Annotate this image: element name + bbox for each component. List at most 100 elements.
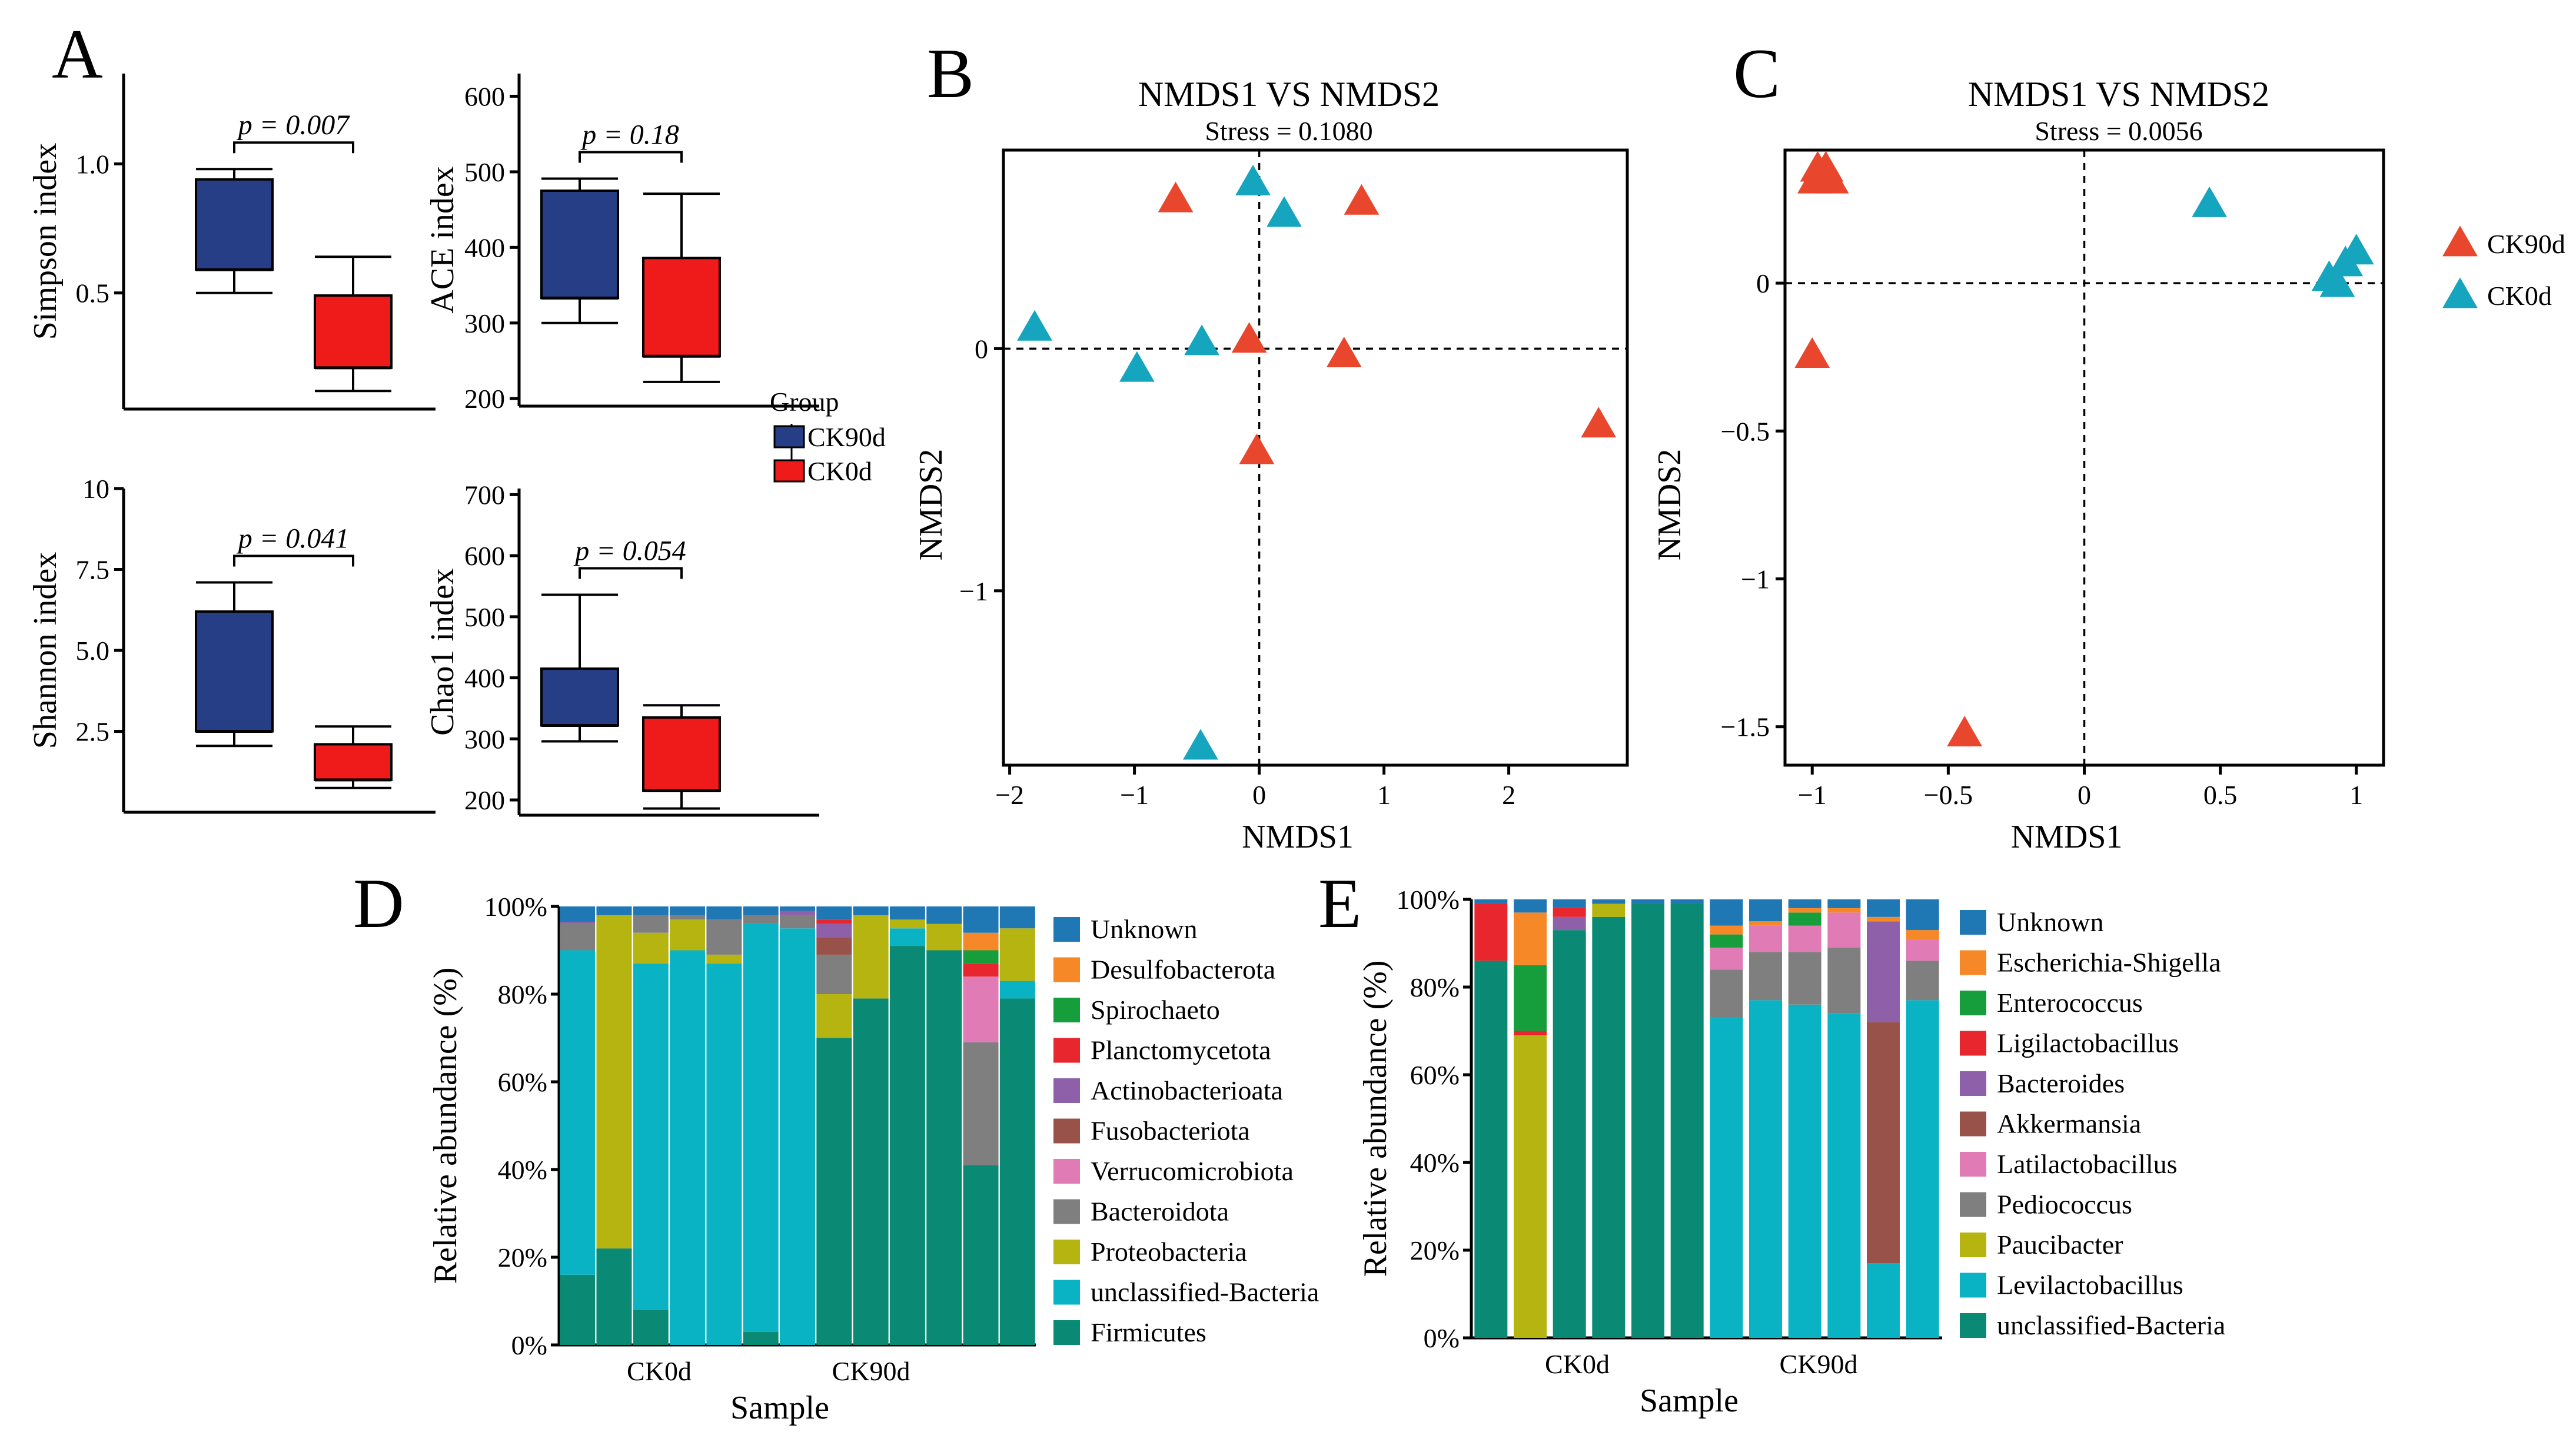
nmds_b-y-title: NMDS2 bbox=[913, 449, 949, 561]
ace-box-ck90d bbox=[540, 190, 619, 300]
shannon-y-title: Shannon index bbox=[27, 552, 64, 749]
nmds_b-x-title: NMDS1 bbox=[1242, 819, 1354, 855]
nmds_c-xtick-label: 1 bbox=[2349, 780, 2363, 810]
phylum-legend-label-planctomycetota: Planctomycetota bbox=[1091, 1035, 1271, 1065]
nmds_b-point-ck90d bbox=[1158, 181, 1194, 212]
ace-ytick-label: 400 bbox=[464, 232, 505, 263]
phylum-bar-4-bacteroidota bbox=[670, 915, 706, 920]
genus-bar-2-escherichia-shigella bbox=[1514, 912, 1547, 965]
phylum-bar-8-unknown bbox=[816, 906, 852, 920]
phylum-bar-8-firmicutes bbox=[816, 1038, 852, 1345]
genus-bar-8-pediococcus bbox=[1749, 952, 1782, 1001]
phylum-bar-3-proteobacteria bbox=[633, 932, 669, 964]
phylum-bar-1-unknown bbox=[560, 906, 596, 922]
phylum-legend-swatch-unclassified-bacteria bbox=[1053, 1280, 1080, 1305]
phylum-legend-swatch-firmicutes bbox=[1053, 1320, 1080, 1345]
genus-legend-label-escherichia-shigella: Escherichia-Shigella bbox=[1997, 948, 2221, 978]
shannon-bracket bbox=[233, 554, 354, 567]
phylum-legend-swatch-actinobacterioata bbox=[1053, 1078, 1080, 1103]
group-legend: Group CK90d CK0d bbox=[770, 387, 886, 486]
nmds_c-point-ck90d bbox=[1947, 716, 1982, 747]
phylum-bar-10-firmicutes bbox=[889, 946, 925, 1345]
phylum-legend-swatch-spirochaeto bbox=[1053, 998, 1080, 1022]
nmds_c-xtick-label: 0 bbox=[2078, 780, 2091, 810]
genus-ytick-label: 40% bbox=[1410, 1148, 1460, 1178]
phylum-x-title: Sample bbox=[730, 1390, 829, 1426]
genus-bar-12-unknown bbox=[1906, 899, 1939, 931]
chao1-pvalue: p = 0.054 bbox=[573, 536, 686, 567]
genus-bar-2-ligilactobacillus bbox=[1514, 1031, 1547, 1035]
phylum-bar-7-bacteroidota bbox=[780, 915, 815, 929]
group-legend-swatch-ck90d bbox=[773, 425, 805, 449]
phylum-legend-label-fusobacteriota: Fusobacteriota bbox=[1091, 1116, 1250, 1146]
phylum-bar-6-unclassified-bacteria bbox=[743, 924, 779, 1332]
genus-bar-11-levilactobacillus bbox=[1867, 1263, 1900, 1338]
nmds_b-ytick-label: 0 bbox=[975, 334, 988, 364]
genus-legend-swatch-escherichia-shigella bbox=[1960, 950, 1986, 975]
phylum-bar-9-proteobacteria bbox=[853, 915, 889, 999]
genus-ytick-label: 80% bbox=[1410, 972, 1460, 1002]
phylum-legend-label-desulfobacterota: Desulfobacterota bbox=[1091, 955, 1275, 985]
genus-bar-8-latilactobacillus bbox=[1749, 925, 1782, 952]
genus-legend-label-ligilactobacillus: Ligilactobacillus bbox=[1997, 1028, 2179, 1058]
nmds_b-xtick-label: 1 bbox=[1377, 780, 1391, 810]
nmds_b-point-ck0d bbox=[1119, 351, 1155, 382]
simpson-y-title: Simpson index bbox=[27, 143, 64, 340]
genus-bar-7-escherichia-shigella bbox=[1710, 925, 1743, 935]
genus-legend-label-enterococcus: Enterococcus bbox=[1997, 988, 2143, 1018]
nmds_c-point-ck90d bbox=[1813, 162, 1849, 194]
phylum-bar-13-unclassified-bacteria bbox=[999, 981, 1035, 999]
panel-label-b: B bbox=[927, 34, 974, 112]
phylum-bar-3-bacteroidota bbox=[633, 915, 669, 933]
genus-bar-11-akkermansia bbox=[1867, 1022, 1900, 1264]
shannon-box-ck0d bbox=[314, 743, 393, 781]
genus-x-title: Sample bbox=[1640, 1383, 1739, 1419]
phylum-group-label-ck90d: CK90d bbox=[832, 1356, 910, 1386]
chao1-ytick-label: 700 bbox=[464, 480, 505, 510]
phylum-bar-2-proteobacteria bbox=[596, 915, 632, 1249]
phylum-bar-5-unclassified-bacteria bbox=[706, 963, 742, 1345]
nmds_c-point-ck0d bbox=[2319, 266, 2355, 297]
nmds_b-point-ck0d bbox=[1017, 310, 1052, 341]
chao1-box-ck0d bbox=[642, 716, 721, 792]
genus-bar-9-latilactobacillus bbox=[1788, 925, 1822, 952]
phylum-bar-9-unknown bbox=[853, 906, 889, 915]
phylum-legend-label-unknown: Unknown bbox=[1091, 914, 1197, 944]
genus-bar-6-unclassified-bacteria bbox=[1670, 903, 1704, 1338]
genus-bar-9-levilactobacillus bbox=[1788, 1004, 1822, 1338]
ace-ytick-label: 200 bbox=[464, 384, 505, 414]
nmds_c-xtick-label: −0.5 bbox=[1924, 780, 1973, 810]
ace-ytick-label: 600 bbox=[464, 82, 505, 112]
shannon-box-ck90d bbox=[195, 610, 274, 733]
nmds_c-x-title: NMDS1 bbox=[2011, 819, 2123, 855]
nmds_b-xtick-label: −2 bbox=[995, 780, 1024, 810]
panel-label-a: A bbox=[52, 15, 103, 93]
shannon-ytick-label: 10 bbox=[82, 474, 109, 504]
chao1-ytick-label: 300 bbox=[464, 724, 505, 754]
phylum-ytick-label: 20% bbox=[498, 1243, 547, 1273]
ace-box-ck0d bbox=[642, 257, 721, 358]
phylum-legend-swatch-planctomycetota bbox=[1053, 1038, 1080, 1063]
nmds_b-stress: Stress = 0.1080 bbox=[1205, 116, 1372, 146]
genus-y-title: Relative abundance (%) bbox=[1357, 961, 1394, 1277]
simpson-pvalue: p = 0.007 bbox=[237, 109, 350, 141]
phylum-legend-swatch-bacteroidota bbox=[1053, 1199, 1080, 1224]
nmds_b-frame bbox=[1002, 148, 1629, 767]
phylum-y-title: Relative abundance (%) bbox=[427, 968, 464, 1284]
group-legend-label-ck0d: CK0d bbox=[807, 456, 872, 486]
phylum-legend-label-verrucomicrobiota: Verrucomicrobiota bbox=[1091, 1156, 1294, 1186]
phylum-bar-11-firmicutes bbox=[926, 950, 962, 1345]
nmds_b-ytick-label: −1 bbox=[959, 576, 988, 606]
phylum-bar-10-unclassified-bacteria bbox=[889, 928, 925, 946]
genus-ytick-label: 100% bbox=[1397, 885, 1460, 915]
phylum-bar-10-proteobacteria bbox=[889, 919, 925, 929]
genus-legend-label-levilactobacillus: Levilactobacillus bbox=[1997, 1270, 2183, 1300]
phylum-bar-4-proteobacteria bbox=[670, 919, 706, 951]
genus-bar-7-pediococcus bbox=[1710, 969, 1743, 1018]
phylum-bar-7-unknown bbox=[780, 906, 815, 911]
genus-bar-8-unknown bbox=[1749, 899, 1782, 922]
shannon-ytick-label: 7.5 bbox=[76, 555, 110, 585]
phylum-ytick-label: 60% bbox=[498, 1067, 547, 1097]
phylum-bar-12-spirochaeto bbox=[963, 950, 999, 964]
